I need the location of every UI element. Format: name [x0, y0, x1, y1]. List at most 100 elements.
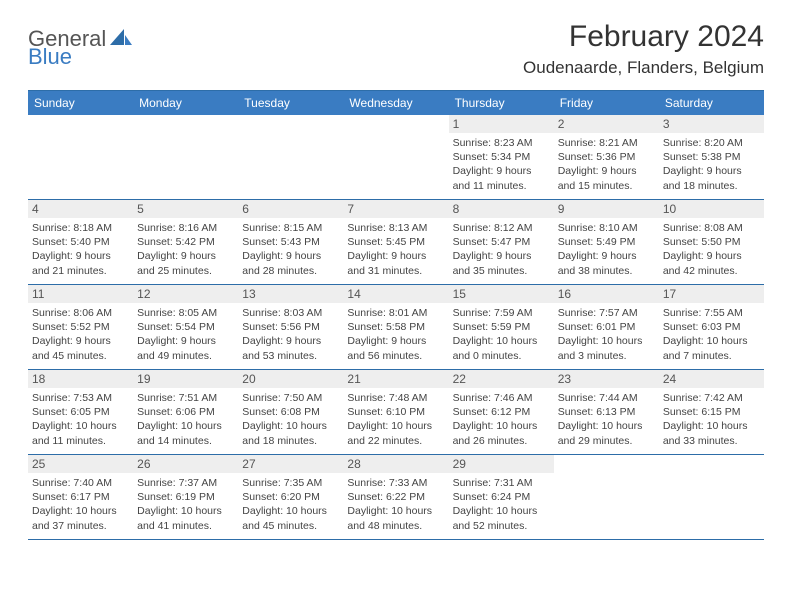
day-cell: 19 Sunrise: 7:51 AMSunset: 6:06 PMDayligh… — [133, 370, 238, 454]
sunrise-text: Sunrise: 8:03 AM — [242, 306, 339, 320]
sunrise-text: Sunrise: 7:46 AM — [453, 391, 550, 405]
day-number: 13 — [238, 285, 343, 303]
sunrise-text: Sunrise: 7:35 AM — [242, 476, 339, 490]
sunrise-text: Sunrise: 8:06 AM — [32, 306, 129, 320]
month-title: February 2024 — [523, 20, 764, 54]
day-cell: 4Sunrise: 8:18 AMSunset: 5:40 PMDaylight… — [28, 200, 133, 284]
logo-sail-icon — [110, 27, 132, 52]
daylight-text: Daylight: 9 hours and 42 minutes. — [663, 249, 760, 277]
title-block: February 2024 Oudenaarde, Flanders, Belg… — [523, 20, 764, 78]
daylight-text: Daylight: 9 hours and 18 minutes. — [663, 164, 760, 192]
day-cell: 11Sunrise: 8:06 AMSunset: 5:52 PMDayligh… — [28, 285, 133, 369]
day-cell: 7Sunrise: 8:13 AMSunset: 5:45 PMDaylight… — [343, 200, 448, 284]
sunset-text: Sunset: 5:50 PM — [663, 235, 760, 249]
day-of-week-header: Tuesday — [238, 91, 343, 115]
daylight-text: Daylight: 9 hours and 31 minutes. — [347, 249, 444, 277]
sunset-text: Sunset: 5:59 PM — [453, 320, 550, 334]
daylight-text: Daylight: 10 hours and 18 minutes. — [242, 419, 339, 447]
sunset-text: Sunset: 5:34 PM — [453, 150, 550, 164]
sunrise-text: Sunrise: 7:40 AM — [32, 476, 129, 490]
day-cell: 15Sunrise: 7:59 AMSunset: 5:59 PMDayligh… — [449, 285, 554, 369]
sunrise-text: Sunrise: 8:23 AM — [453, 136, 550, 150]
empty-day-cell — [343, 115, 448, 199]
day-number: 28 — [343, 455, 448, 473]
day-number: 5 — [133, 200, 238, 218]
sunrise-text: Sunrise: 7:33 AM — [347, 476, 444, 490]
sunrise-text: Sunrise: 7:53 AM — [32, 391, 129, 405]
sunrise-text: Sunrise: 8:20 AM — [663, 136, 760, 150]
header: General February 2024 Oudenaarde, Flande… — [28, 20, 764, 78]
sunset-text: Sunset: 6:03 PM — [663, 320, 760, 334]
day-cell: 12Sunrise: 8:05 AMSunset: 5:54 PMDayligh… — [133, 285, 238, 369]
daylight-text: Daylight: 10 hours and 37 minutes. — [32, 504, 129, 532]
sunset-text: Sunset: 5:49 PM — [558, 235, 655, 249]
day-cell: 21Sunrise: 7:48 AMSunset: 6:10 PMDayligh… — [343, 370, 448, 454]
day-number: 4 — [28, 200, 133, 218]
daylight-text: Daylight: 10 hours and 7 minutes. — [663, 334, 760, 362]
day-cell: 28Sunrise: 7:33 AMSunset: 6:22 PMDayligh… — [343, 455, 448, 539]
day-number: 16 — [554, 285, 659, 303]
daylight-text: Daylight: 10 hours and 22 minutes. — [347, 419, 444, 447]
day-cell: 18Sunrise: 7:53 AMSunset: 6:05 PMDayligh… — [28, 370, 133, 454]
sunset-text: Sunset: 5:58 PM — [347, 320, 444, 334]
sunset-text: Sunset: 6:24 PM — [453, 490, 550, 504]
day-number: 27 — [238, 455, 343, 473]
sunrise-text: Sunrise: 7:51 AM — [137, 391, 234, 405]
sunset-text: Sunset: 6:06 PM — [137, 405, 234, 419]
sunset-text: Sunset: 5:45 PM — [347, 235, 444, 249]
week-row: 4Sunrise: 8:18 AMSunset: 5:40 PMDaylight… — [28, 200, 764, 285]
day-number: 21 — [343, 370, 448, 388]
day-number: 20 — [238, 370, 343, 388]
day-number: 19 — [133, 370, 238, 388]
day-cell: 13Sunrise: 8:03 AMSunset: 5:56 PMDayligh… — [238, 285, 343, 369]
daylight-text: Daylight: 9 hours and 28 minutes. — [242, 249, 339, 277]
day-of-week-header: Thursday — [449, 91, 554, 115]
sunset-text: Sunset: 5:52 PM — [32, 320, 129, 334]
empty-day-cell — [133, 115, 238, 199]
day-number: 2 — [554, 115, 659, 133]
day-cell: 20Sunrise: 7:50 AMSunset: 6:08 PMDayligh… — [238, 370, 343, 454]
sunrise-text: Sunrise: 8:01 AM — [347, 306, 444, 320]
daylight-text: Daylight: 10 hours and 0 minutes. — [453, 334, 550, 362]
day-of-week-header-row: SundayMondayTuesdayWednesdayThursdayFrid… — [28, 91, 764, 115]
empty-day-cell — [238, 115, 343, 199]
day-number: 15 — [449, 285, 554, 303]
logo-blue-wrap: Blue — [28, 44, 72, 70]
day-number: 3 — [659, 115, 764, 133]
day-number: 6 — [238, 200, 343, 218]
sunrise-text: Sunrise: 8:16 AM — [137, 221, 234, 235]
sunset-text: Sunset: 5:47 PM — [453, 235, 550, 249]
day-number: 11 — [28, 285, 133, 303]
day-number: 14 — [343, 285, 448, 303]
day-of-week-header: Sunday — [28, 91, 133, 115]
day-cell: 2Sunrise: 8:21 AMSunset: 5:36 PMDaylight… — [554, 115, 659, 199]
day-cell: 3Sunrise: 8:20 AMSunset: 5:38 PMDaylight… — [659, 115, 764, 199]
daylight-text: Daylight: 10 hours and 11 minutes. — [32, 419, 129, 447]
day-number: 22 — [449, 370, 554, 388]
day-number: 29 — [449, 455, 554, 473]
day-cell: 24Sunrise: 7:42 AMSunset: 6:15 PMDayligh… — [659, 370, 764, 454]
location-text: Oudenaarde, Flanders, Belgium — [523, 58, 764, 78]
sunset-text: Sunset: 6:19 PM — [137, 490, 234, 504]
day-number: 10 — [659, 200, 764, 218]
daylight-text: Daylight: 9 hours and 53 minutes. — [242, 334, 339, 362]
sunset-text: Sunset: 6:05 PM — [32, 405, 129, 419]
daylight-text: Daylight: 9 hours and 21 minutes. — [32, 249, 129, 277]
day-cell: 8Sunrise: 8:12 AMSunset: 5:47 PMDaylight… — [449, 200, 554, 284]
day-cell: 5Sunrise: 8:16 AMSunset: 5:42 PMDaylight… — [133, 200, 238, 284]
daylight-text: Daylight: 10 hours and 33 minutes. — [663, 419, 760, 447]
sunset-text: Sunset: 5:54 PM — [137, 320, 234, 334]
day-of-week-header: Wednesday — [343, 91, 448, 115]
daylight-text: Daylight: 9 hours and 49 minutes. — [137, 334, 234, 362]
sunrise-text: Sunrise: 8:13 AM — [347, 221, 444, 235]
week-row: 18Sunrise: 7:53 AMSunset: 6:05 PMDayligh… — [28, 370, 764, 455]
daylight-text: Daylight: 10 hours and 14 minutes. — [137, 419, 234, 447]
day-cell: 26Sunrise: 7:37 AMSunset: 6:19 PMDayligh… — [133, 455, 238, 539]
day-cell: 25Sunrise: 7:40 AMSunset: 6:17 PMDayligh… — [28, 455, 133, 539]
daylight-text: Daylight: 10 hours and 48 minutes. — [347, 504, 444, 532]
week-row: 1Sunrise: 8:23 AMSunset: 5:34 PMDaylight… — [28, 115, 764, 200]
sunrise-text: Sunrise: 8:12 AM — [453, 221, 550, 235]
day-number: 8 — [449, 200, 554, 218]
sunrise-text: Sunrise: 7:44 AM — [558, 391, 655, 405]
day-number: 26 — [133, 455, 238, 473]
